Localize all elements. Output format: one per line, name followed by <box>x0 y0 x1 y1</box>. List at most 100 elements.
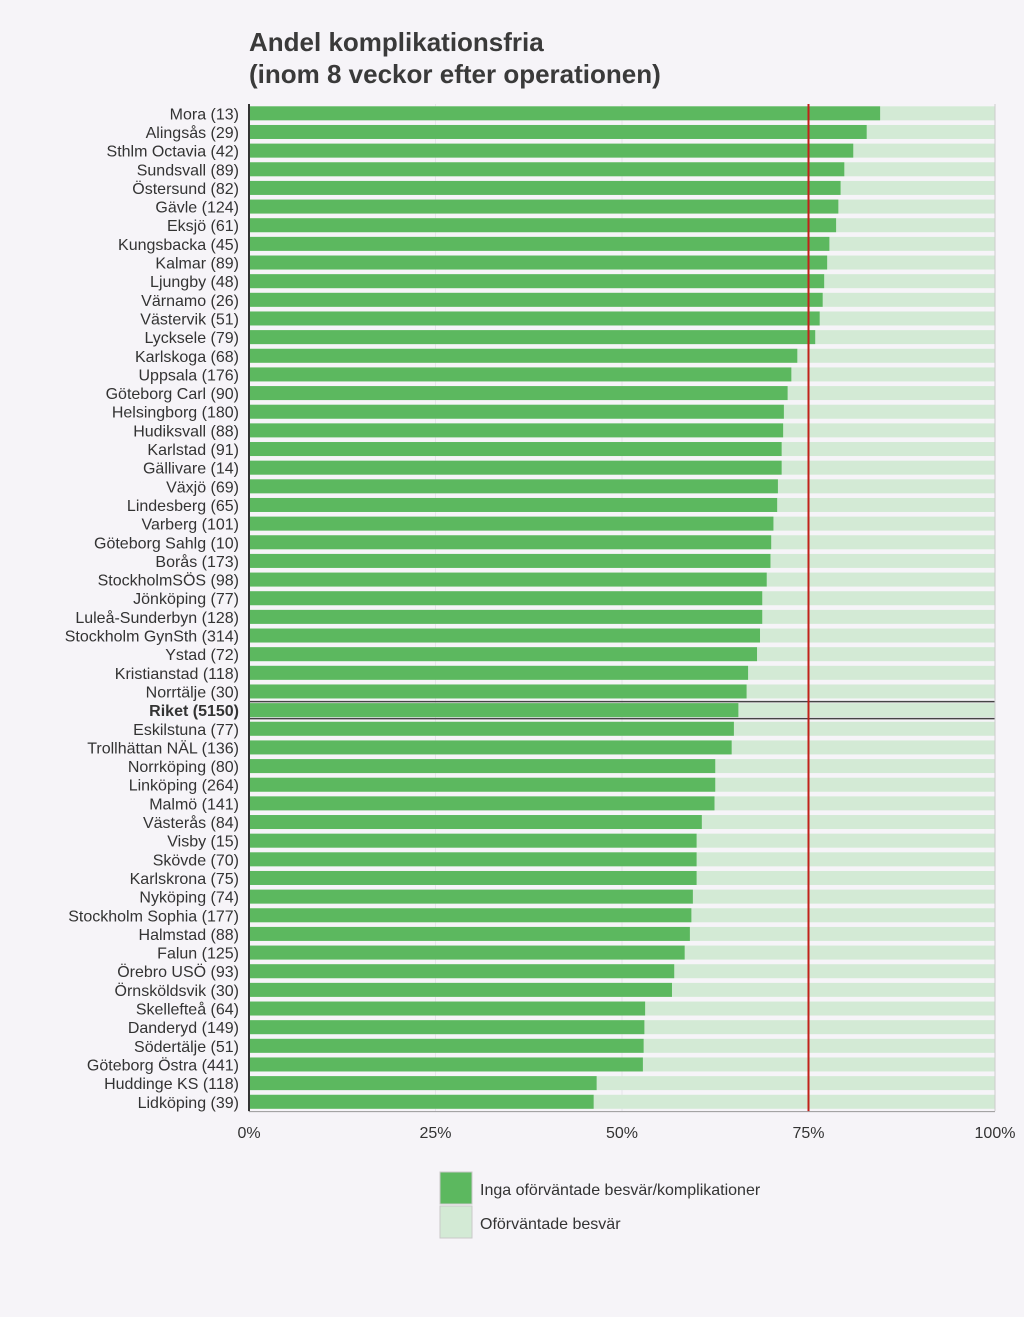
category-label-norrkoping-80: Norrköping (80) <box>128 759 239 776</box>
bar-lindesberg-65 <box>249 497 778 512</box>
bar-gavle-124 <box>249 199 839 214</box>
bar-karlskoga-68 <box>249 348 798 363</box>
category-label-huddinge-ks-118: Huddinge KS (118) <box>104 1076 239 1093</box>
category-label-linkoping-264: Linköping (264) <box>129 778 239 795</box>
bar-ljungby-48 <box>249 274 825 289</box>
bar-sthlm-octavia-42 <box>249 143 854 158</box>
bar-halmstad-88 <box>249 926 690 941</box>
x-tick-label: 50% <box>606 1125 638 1142</box>
legend-label-oforvantade-besvar: Oförväntade besvär <box>480 1216 621 1233</box>
bar-gallivare-14 <box>249 460 782 475</box>
category-label-halmstad-88: Halmstad (88) <box>139 927 239 944</box>
category-label-varnamo-26: Värnamo (26) <box>141 293 239 310</box>
category-label-danderyd-149: Danderyd (149) <box>128 1020 239 1037</box>
bar-norrkoping-80 <box>249 759 716 774</box>
category-label-boras-173: Borås (173) <box>155 553 239 571</box>
bar-trollhattan-nal-136 <box>249 740 732 755</box>
bar-norrtalje-30 <box>249 684 747 699</box>
chart-title: Andel komplikationsfria(inom 8 veckor ef… <box>249 27 661 89</box>
category-label-alingsas-29: Alingsås (29) <box>146 124 239 142</box>
legend-swatch-oforvantade-besvar <box>439 1205 473 1239</box>
category-label-ljungby-48: Ljungby (48) <box>150 274 239 291</box>
category-label-varberg-101: Varberg (101) <box>141 517 239 534</box>
x-tick-label: 0% <box>237 1125 260 1142</box>
category-label-sodertalje-51: Södertälje (51) <box>134 1039 239 1056</box>
bar-ystad-72 <box>249 647 758 662</box>
bar-skovde-70 <box>249 852 697 867</box>
bar-varnamo-26 <box>249 292 823 307</box>
bar-hudiksvall-88 <box>249 423 784 438</box>
bar-ostersund-82 <box>249 180 841 195</box>
category-label-goteborg-ostra-441: Göteborg Östra (441) <box>87 1056 239 1074</box>
x-tick-label: 75% <box>792 1125 824 1142</box>
bar-varberg-101 <box>249 516 774 531</box>
category-label-jonkoping-77: Jönköping (77) <box>133 591 239 608</box>
reference-line-group <box>248 104 996 1113</box>
category-label-stockholm-sophia-177: Stockholm Sophia (177) <box>68 908 239 925</box>
legend: Inga oförväntade besvär/komplikationer Of… <box>439 1171 761 1239</box>
category-label-visby-15: Visby (15) <box>167 834 239 851</box>
bar-goteborg-sahlg-10 <box>249 535 772 550</box>
bar-malmo-141 <box>249 796 715 811</box>
bar-kristianstad-118 <box>249 665 749 680</box>
category-label-lindesberg-65: Lindesberg (65) <box>127 498 239 515</box>
bar-stockholm-sophia-177 <box>249 908 692 923</box>
category-label-kalmar-89: Kalmar (89) <box>155 256 239 273</box>
bar-nykoping-74 <box>249 889 693 904</box>
bar-vastervik-51 <box>249 311 820 326</box>
legend-label-inga-oforvantade-besvar-komplikationer: Inga oförväntade besvär/komplikationer <box>480 1182 761 1199</box>
bar-lidkoping-39 <box>249 1094 594 1109</box>
bar-jonkoping-77 <box>249 591 763 606</box>
category-label-gallivare-14: Gällivare (14) <box>143 461 239 478</box>
bar-sundsvall-89 <box>249 162 845 177</box>
bar-linkoping-264 <box>249 777 716 792</box>
category-label-orebro-uso-93: Örebro USÖ (93) <box>117 963 239 981</box>
category-label-sundsvall-89: Sundsvall (89) <box>137 162 239 179</box>
category-label-trollhattan-nal-136: Trollhättan NÄL (136) <box>87 739 239 757</box>
bar-mora-13 <box>249 106 881 121</box>
category-label-skovde-70: Skövde (70) <box>153 852 239 869</box>
bar-kalmar-89 <box>249 255 828 270</box>
category-label-eksjo-61: Eksjö (61) <box>167 218 239 235</box>
bar-danderyd-149 <box>249 1020 645 1035</box>
bar-vaxjo-69 <box>249 479 778 494</box>
category-label-eskilstuna-77: Eskilstuna (77) <box>133 722 239 739</box>
x-tick-label: 100% <box>975 1125 1016 1142</box>
category-label-lidkoping-39: Lidköping (39) <box>138 1095 239 1112</box>
bar-huddinge-ks-118 <box>249 1076 597 1091</box>
legend-swatch-inga-oforvantade-besvar-komplikationer <box>439 1171 473 1205</box>
bar-kungsbacka-45 <box>249 236 830 251</box>
bar-lulea-sunderbyn-128 <box>249 609 763 624</box>
bar-vasteras-84 <box>249 815 702 830</box>
category-label-ornskoldsvik-30: Örnsköldsvik (30) <box>115 982 239 1000</box>
bar-goteborg-ostra-441 <box>249 1057 643 1072</box>
category-label-falun-125: Falun (125) <box>157 946 239 963</box>
category-label-nykoping-74: Nyköping (74) <box>139 890 239 907</box>
category-label-riket-5150: Riket (5150) <box>149 703 239 720</box>
category-label-vaxjo-69: Växjö (69) <box>166 479 239 496</box>
bar-stockholm-gynsth-314 <box>249 628 761 643</box>
category-label-karlstad-91: Karlstad (91) <box>147 442 239 459</box>
grid-lines <box>435 104 623 1112</box>
category-label-malmo-141: Malmö (141) <box>149 796 239 813</box>
category-label-goteborg-carl-90: Göteborg Carl (90) <box>106 386 239 403</box>
category-label-kungsbacka-45: Kungsbacka (45) <box>118 237 239 254</box>
bar-boras-173 <box>249 553 771 568</box>
bar-goteborg-carl-90 <box>249 386 788 401</box>
category-label-ostersund-82: Östersund (82) <box>132 180 239 198</box>
category-label-mora-13: Mora (13) <box>170 106 239 123</box>
bar-sodertalje-51 <box>249 1038 644 1053</box>
chart-title-line: (inom 8 veckor efter operationen) <box>249 59 661 89</box>
bar-karlstad-91 <box>249 442 782 457</box>
x-axis: 0% 25% 50% 75% 100% <box>237 1125 1015 1142</box>
category-label-goteborg-sahlg-10: Göteborg Sahlg (10) <box>94 535 239 552</box>
category-label-ystad-72: Ystad (72) <box>165 647 239 664</box>
category-label-vasteras-84: Västerås (84) <box>143 814 239 832</box>
category-label-sthlm-octavia-42: Sthlm Octavia (42) <box>107 144 239 161</box>
bar-uppsala-176 <box>249 367 792 382</box>
bar-riket-5150 <box>249 703 739 718</box>
category-label-stockholm-gynsth-314: Stockholm GynSth (314) <box>65 629 239 646</box>
category-label-stockholmsos-98: StockholmSÖS (98) <box>98 572 239 590</box>
bar-helsingborg-180 <box>249 404 784 419</box>
